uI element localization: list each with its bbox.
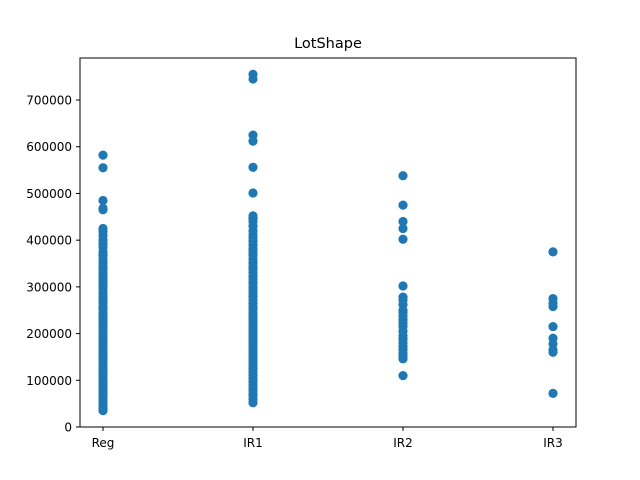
scatter-point-ir3: [548, 388, 558, 398]
chart-title: LotShape: [294, 36, 362, 52]
data-points: [98, 69, 558, 416]
scatter-point-ir1: [248, 162, 258, 172]
scatter-point-ir3: [548, 301, 558, 312]
y-tick-label: 500000: [26, 187, 72, 201]
y-tick-label: 400000: [26, 234, 72, 248]
plot-frame: [79, 57, 577, 428]
scatter-point-ir2: [398, 216, 408, 227]
scatter-point-ir3: [548, 347, 558, 357]
scatter-point-ir2: [398, 223, 408, 234]
scatter-point-ir1: [248, 74, 258, 84]
scatter-point-ir2: [398, 171, 408, 181]
scatter-point-ir2: [398, 354, 408, 364]
scatter-point-reg: [98, 195, 108, 206]
y-tick-label: 600000: [26, 140, 72, 154]
scatter-point-ir1: [248, 136, 258, 146]
scatter-point-ir3: [548, 247, 558, 257]
y-tick-label: 200000: [26, 327, 72, 341]
scatter-point-ir1: [248, 188, 258, 198]
y-tick-label: 0: [64, 421, 72, 435]
scatter-point-reg: [98, 150, 108, 160]
y-axis-ticks: 0 100000 200000 300000 400000 500000 600000 700…: [26, 94, 80, 435]
x-tick-label: IR3: [543, 436, 563, 450]
scatter-point-ir2: [398, 234, 408, 244]
scatter-point-reg: [98, 406, 108, 416]
scatter-point-ir2: [398, 281, 408, 291]
y-tick-label: 700000: [26, 94, 72, 108]
y-tick-label: 300000: [26, 280, 72, 294]
x-tick-label: IR2: [393, 436, 413, 450]
scatter-point-ir1: [248, 398, 258, 408]
scatter-point-reg: [98, 163, 108, 173]
x-tick-label: Reg: [92, 436, 115, 450]
scatter-point-ir3: [548, 321, 558, 332]
x-tick-label: IR1: [243, 436, 263, 450]
scatter-point-ir2: [398, 200, 408, 210]
y-tick-label: 100000: [26, 374, 72, 388]
scatter-point-ir2: [398, 371, 408, 381]
scatter-point-reg: [98, 205, 108, 215]
x-axis-ticks: Reg IR1 IR2 IR3: [92, 427, 563, 450]
